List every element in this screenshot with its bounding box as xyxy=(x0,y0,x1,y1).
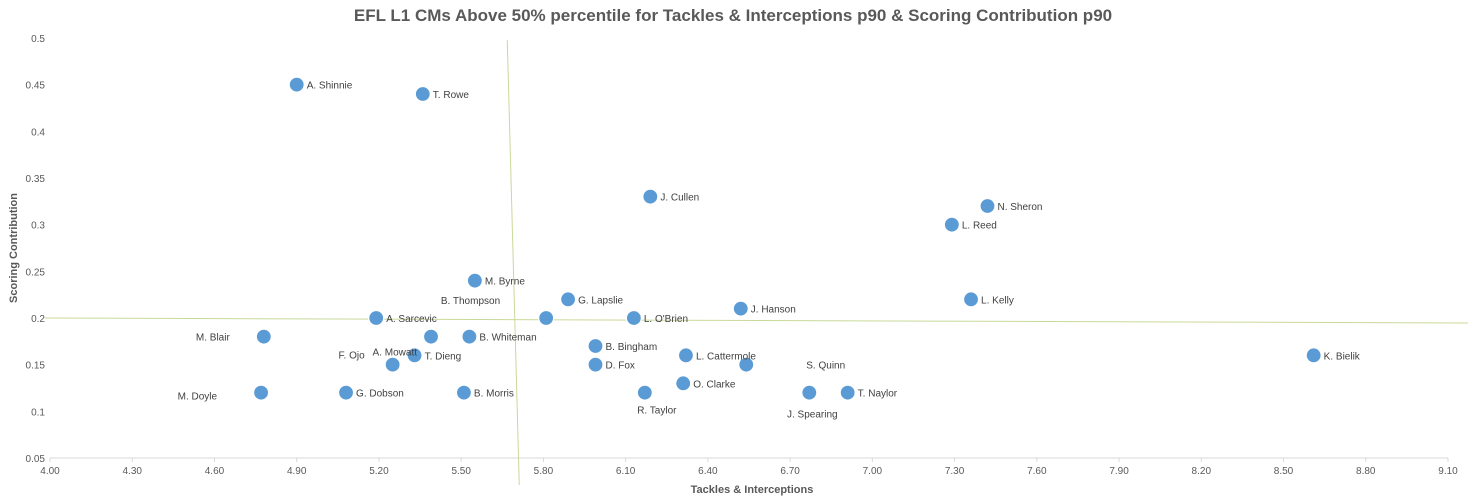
data-point xyxy=(943,216,960,233)
reference-line-horizontal xyxy=(44,317,1469,324)
x-tick-label: 8.80 xyxy=(1356,466,1376,477)
data-point xyxy=(288,76,305,93)
data-point xyxy=(461,328,478,345)
data-point xyxy=(732,300,749,317)
y-tick-label: 0.25 xyxy=(26,267,46,278)
data-point xyxy=(587,337,604,355)
reference-line-vertical xyxy=(506,39,520,486)
data-label: L. Reed xyxy=(962,221,997,232)
data-label: J. Hanson xyxy=(751,305,796,316)
data-label: T. Naylor xyxy=(858,389,898,400)
data-point xyxy=(1305,347,1322,364)
data-point xyxy=(252,384,270,401)
data-label: D. Fox xyxy=(605,361,634,372)
data-point xyxy=(384,356,401,373)
y-axis-ticks: 0.05 0.1 0.15 0.2 0.25 0.3 0.35 0.4 0.45 0.5 xyxy=(26,34,46,465)
y-tick-label: 0.4 xyxy=(31,127,45,138)
x-tick-label: 7.90 xyxy=(1109,466,1129,477)
data-label: B. Morris xyxy=(474,389,514,400)
x-tick-label: 5.80 xyxy=(534,466,554,477)
x-tick-label: 4.30 xyxy=(123,466,143,477)
data-point xyxy=(422,328,440,345)
data-point xyxy=(636,384,653,401)
data-label: L. O'Brien xyxy=(644,314,688,325)
data-label: M. Blair xyxy=(196,333,231,344)
reference-lines xyxy=(44,39,1469,486)
x-tick-label: 6.10 xyxy=(616,466,636,477)
data-label: G. Dobson xyxy=(356,389,404,400)
y-tick-label: 0.2 xyxy=(31,314,45,325)
data-label: T. Rowe xyxy=(433,90,470,101)
data-label: M. Byrne xyxy=(485,277,525,288)
data-label: J. Cullen xyxy=(660,193,699,204)
data-label: A. Shinnie xyxy=(307,81,353,92)
data-point xyxy=(466,272,483,289)
y-axis-title: Scoring Contribution xyxy=(8,193,20,303)
data-point xyxy=(559,291,577,308)
data-point xyxy=(255,328,272,345)
x-tick-label: 4.60 xyxy=(205,466,225,477)
data-point xyxy=(625,309,642,327)
data-label: A. Sarcevic xyxy=(386,314,437,325)
data-label: L. Cattermole xyxy=(696,351,756,362)
data-label: B. Thompson xyxy=(441,296,500,307)
data-label: B. Bingham xyxy=(605,342,657,353)
x-tick-label: 5.20 xyxy=(369,466,389,477)
data-point xyxy=(962,291,980,308)
chart-title: EFL L1 CMs Above 50% percentile for Tack… xyxy=(354,6,1112,25)
x-tick-label: 5.50 xyxy=(451,466,471,477)
x-axis-ticks: 4.00 4.30 4.60 4.90 5.20 5.50 5.80 6.10 6.40 6.70… xyxy=(40,458,1458,477)
data-label: O. Clarke xyxy=(693,379,736,390)
x-tick-label: 7.30 xyxy=(945,466,965,477)
data-label: B. Whiteman xyxy=(479,333,536,344)
x-tick-label: 7.00 xyxy=(863,466,883,477)
data-label: K. Bielik xyxy=(1324,351,1361,362)
data-point xyxy=(406,347,423,364)
data-point xyxy=(738,356,755,373)
data-label: S. Quinn xyxy=(806,361,845,372)
x-tick-label: 8.50 xyxy=(1274,466,1294,477)
data-point xyxy=(979,197,996,215)
x-tick-label: 6.40 xyxy=(698,466,718,477)
data-points xyxy=(252,76,1322,401)
x-tick-label: 4.00 xyxy=(40,466,60,477)
data-label: L. Kelly xyxy=(981,295,1014,306)
data-label: N. Sheron xyxy=(997,202,1042,213)
y-tick-label: 0.5 xyxy=(31,34,45,45)
x-axis-title: Tackles & Interceptions xyxy=(691,484,814,496)
data-point xyxy=(839,384,856,401)
y-tick-label: 0.05 xyxy=(26,454,46,465)
data-point xyxy=(337,384,355,401)
data-label: G. Lapslie xyxy=(578,295,623,306)
data-point xyxy=(414,85,431,103)
data-point xyxy=(538,309,555,327)
x-tick-label: 6.70 xyxy=(780,466,800,477)
x-tick-label: 4.90 xyxy=(287,466,307,477)
y-tick-label: 0.1 xyxy=(31,407,45,418)
data-point xyxy=(642,188,659,205)
data-point xyxy=(801,384,818,401)
data-point xyxy=(455,384,473,401)
x-tick-label: 7.60 xyxy=(1027,466,1047,477)
data-label: J. Spearing xyxy=(787,410,838,421)
data-point xyxy=(368,309,385,327)
data-label: T. Dieng xyxy=(425,351,462,362)
data-label: R. Taylor xyxy=(637,406,677,417)
data-label: A. Mowatt xyxy=(373,348,418,359)
y-tick-label: 0.35 xyxy=(26,174,46,185)
data-point xyxy=(677,347,695,364)
data-label: F. Ojo xyxy=(339,351,366,362)
data-label: M. Doyle xyxy=(178,392,218,403)
x-tick-label: 8.20 xyxy=(1192,466,1212,477)
y-tick-label: 0.15 xyxy=(26,361,46,372)
x-tick-label: 9.10 xyxy=(1438,466,1458,477)
y-tick-label: 0.45 xyxy=(26,81,46,92)
y-tick-label: 0.3 xyxy=(31,221,45,232)
data-point xyxy=(675,375,692,392)
data-point xyxy=(587,356,604,373)
